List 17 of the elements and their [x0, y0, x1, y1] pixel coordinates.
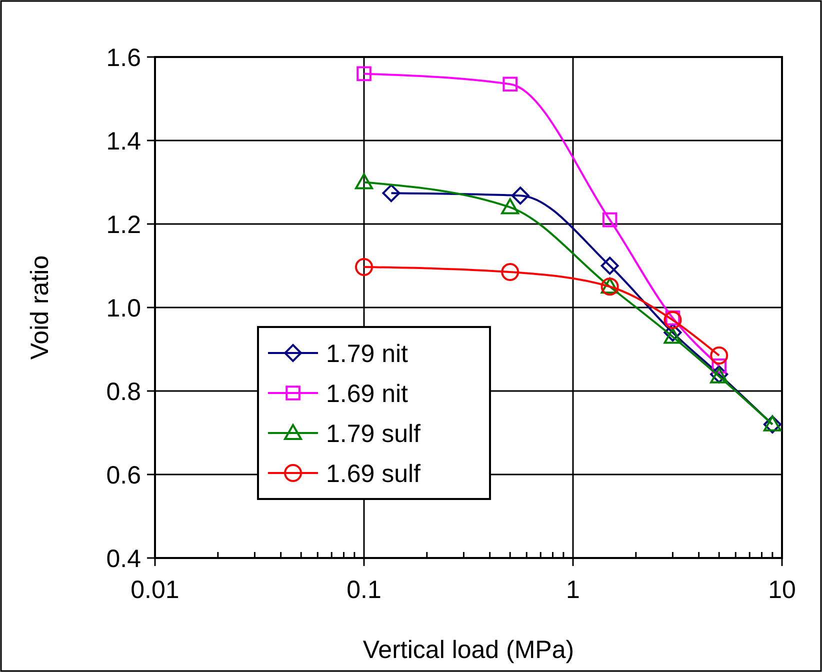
x-tick-label: 0.1: [346, 576, 382, 604]
x-tick-label: 10: [768, 576, 796, 604]
y-tick-label: 0.6: [106, 462, 141, 490]
legend-label: 1.69 nit: [326, 380, 408, 408]
y-tick-label: 1.6: [106, 44, 141, 72]
legend-label: 1.69 sulf: [326, 460, 421, 488]
y-tick-label: 0.4: [106, 545, 142, 573]
legend-label: 1.79 nit: [326, 340, 408, 368]
y-tick-label: 0.8: [106, 378, 141, 406]
x-axis-title: Vertical load (MPa): [362, 636, 574, 664]
x-tick-label: 1: [566, 576, 580, 604]
y-tick-label: 1.2: [106, 211, 141, 239]
x-tick-label: 0.01: [130, 576, 180, 604]
legend-label: 1.79 sulf: [326, 420, 421, 448]
y-tick-label: 1.4: [106, 128, 142, 156]
y-tick-label: 1.0: [106, 294, 141, 322]
y-axis-title: Void ratio: [26, 255, 54, 360]
